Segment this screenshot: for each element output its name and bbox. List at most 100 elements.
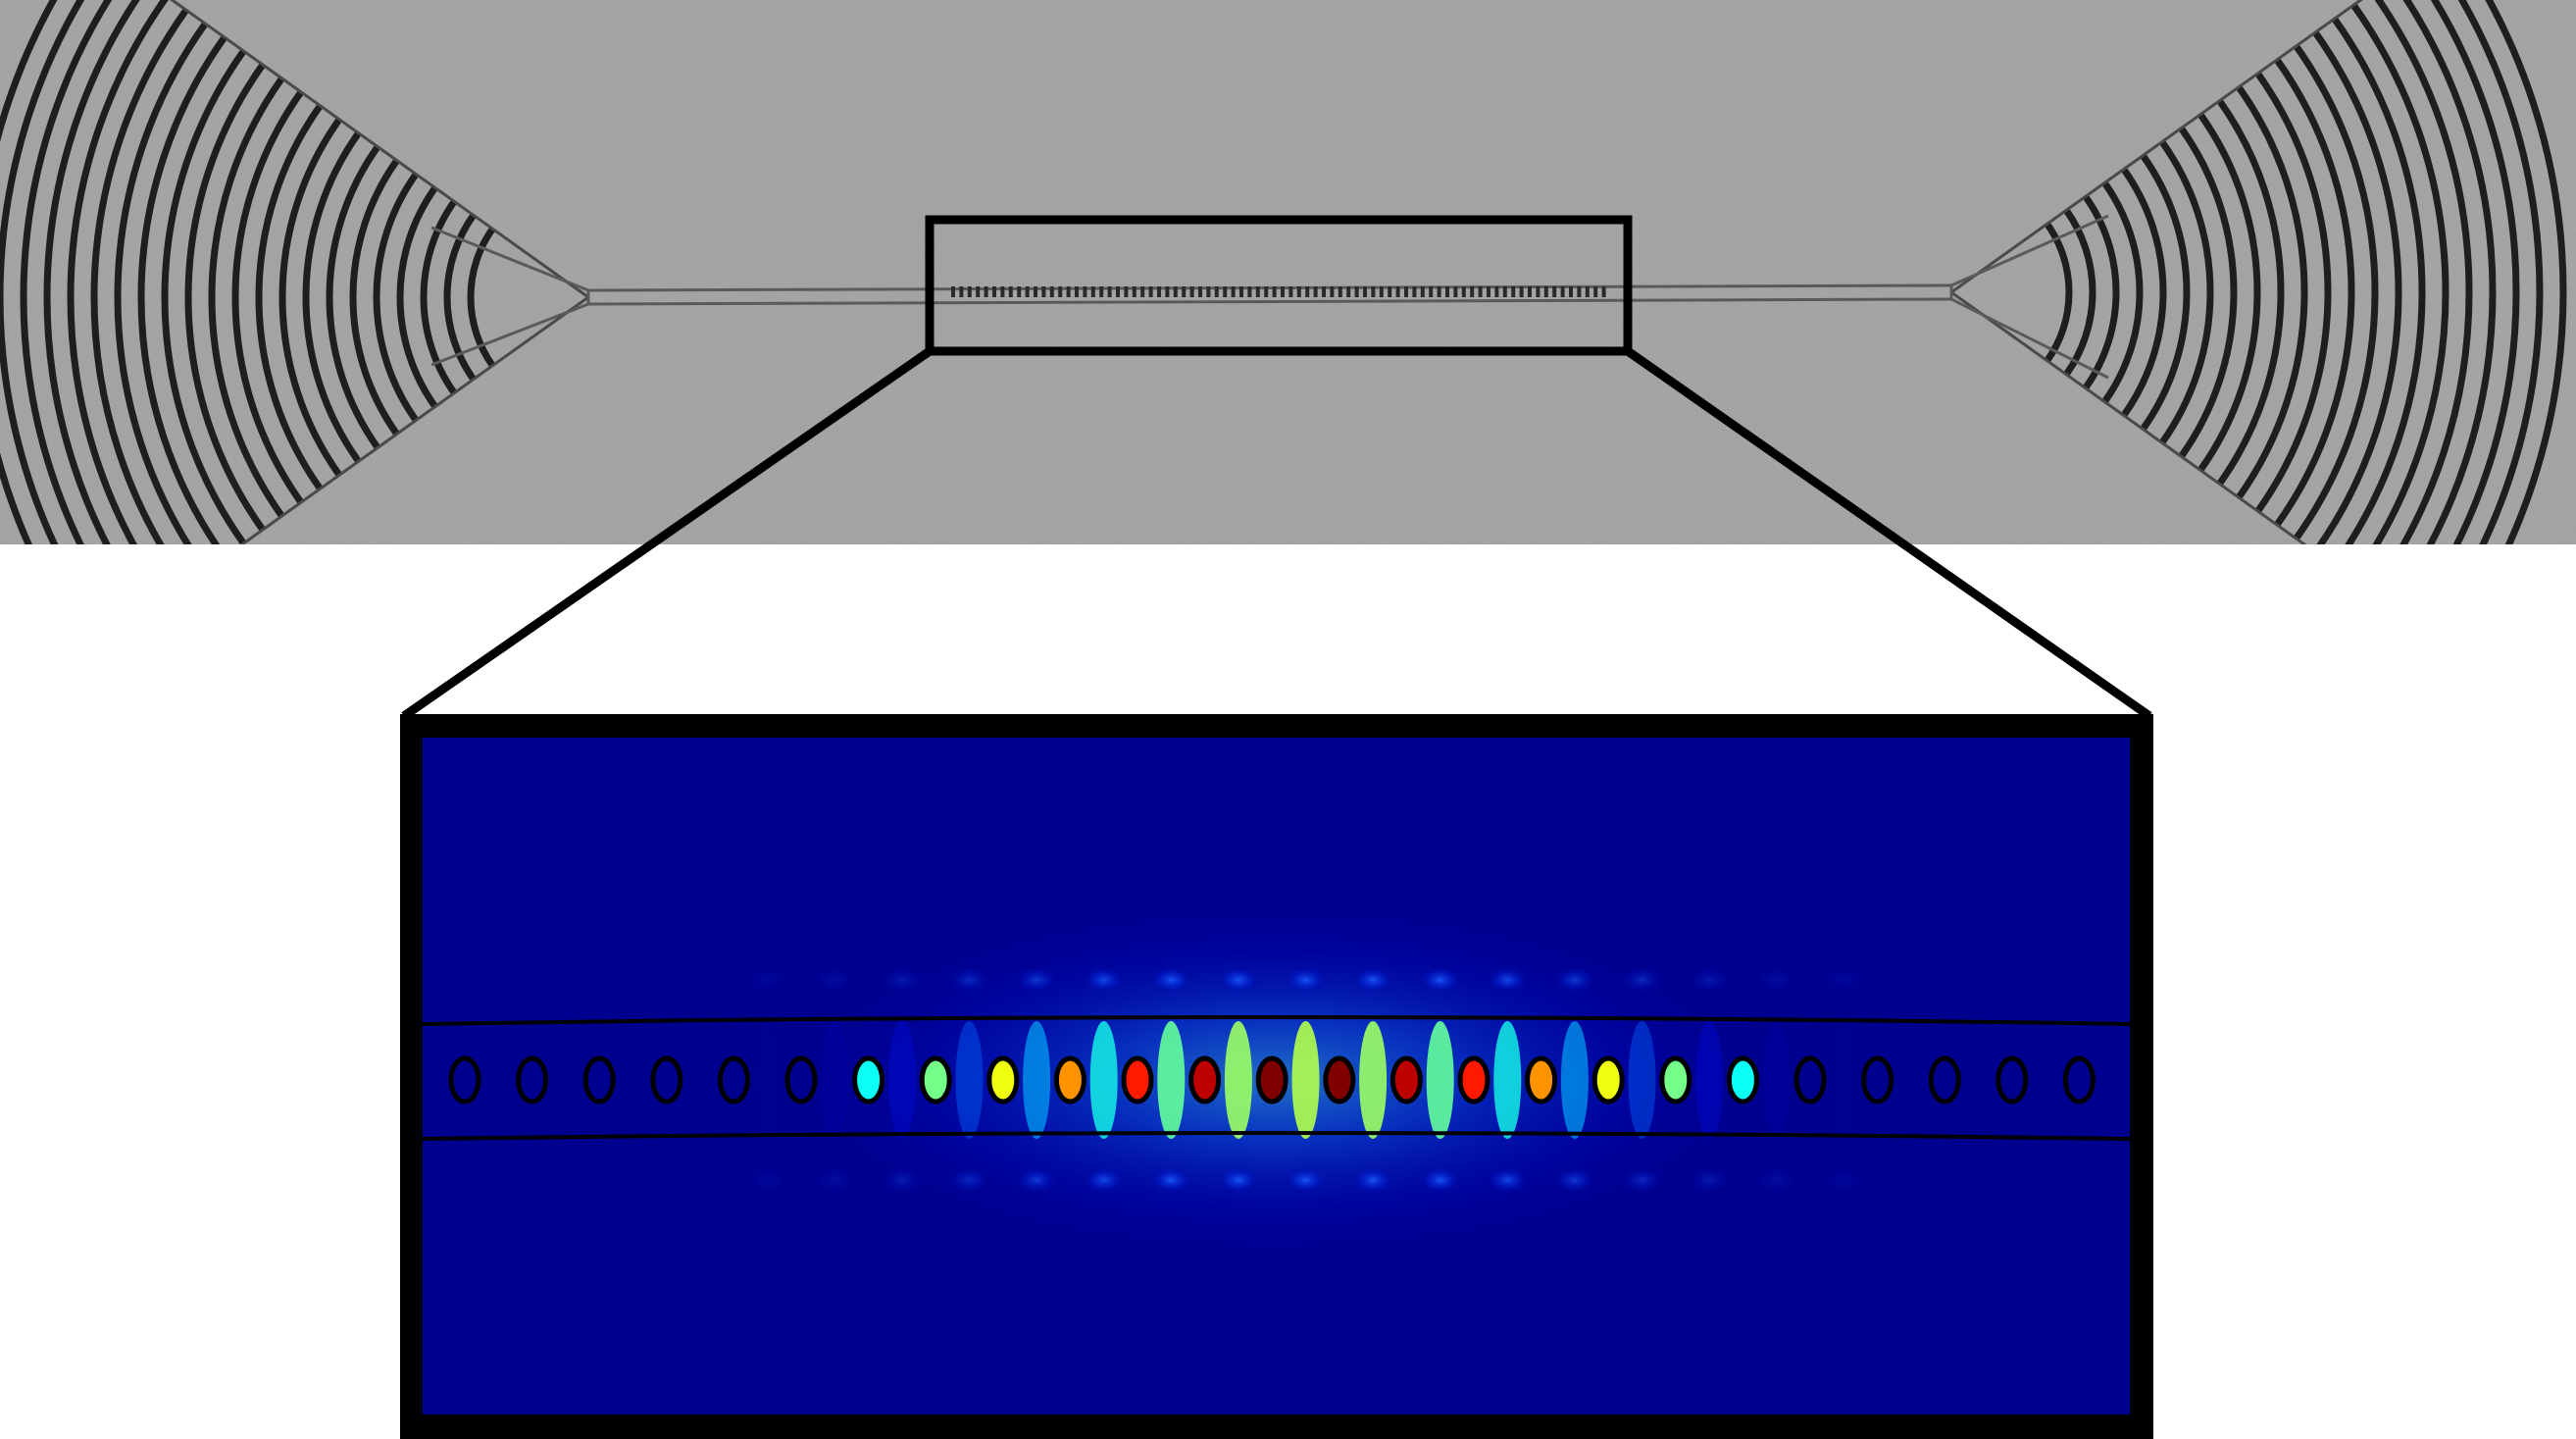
cavity-hole: [1453, 286, 1458, 297]
cavity-hole: [784, 1055, 818, 1105]
grating-ring: [255, 103, 324, 491]
grating-ring: [2457, 0, 2544, 544]
field-lobe: [1493, 1021, 1522, 1139]
cavity-hole: [1593, 286, 1598, 297]
grating-ring: [2430, 0, 2520, 544]
grating-ring: [373, 172, 420, 423]
cavity-hole: [1041, 286, 1046, 297]
field-lobe: [1359, 1021, 1388, 1139]
field-side-lobe-top: [1216, 966, 1260, 994]
cavity-hole: [1264, 286, 1269, 297]
cavity-hole: [951, 286, 955, 297]
grating-ring: [2101, 180, 2144, 404]
sem-micrograph: [0, 0, 2576, 544]
field-side-lobe-top: [1486, 966, 1530, 994]
cavity-hole: [1793, 1055, 1827, 1105]
cavity-hole: [1461, 286, 1466, 297]
field-side-lobe-bottom: [1688, 1166, 1732, 1194]
cavity-hole: [1189, 286, 1194, 297]
cavity-hole: [1281, 286, 1285, 297]
cavity-hole: [1404, 286, 1408, 297]
cavity-hole: [1445, 286, 1449, 297]
cavity-hole: [516, 1055, 549, 1105]
cavity-hole: [717, 1055, 750, 1105]
grating-ring: [467, 227, 496, 368]
field-side-lobe-bottom: [1351, 1166, 1395, 1194]
cavity-hole: [1255, 1055, 1288, 1105]
field-lobe: [1157, 1021, 1186, 1139]
cavity-hole: [1354, 286, 1359, 297]
field-lobe: [1426, 1021, 1454, 1139]
cavity-hole: [1601, 286, 1606, 297]
grating-taper-edge: [1950, 0, 2364, 544]
cavity-hole: [1058, 286, 1063, 297]
grating-ring: [161, 48, 247, 544]
cavity-hole: [986, 1055, 1020, 1105]
field-side-lobe-bottom: [1754, 1166, 1798, 1194]
field-side-lobe-top: [1418, 966, 1462, 994]
cavity-hole: [1322, 286, 1326, 297]
cavity-hole: [1726, 1055, 1759, 1105]
cavity-hole: [1066, 286, 1071, 297]
cavity-hole: [1025, 286, 1030, 297]
cavity-hole: [1338, 286, 1342, 297]
grating-ring: [302, 130, 362, 464]
cavity-hole: [1388, 286, 1392, 297]
field-lobe: [887, 1021, 916, 1139]
field-side-lobe-bottom: [745, 1166, 789, 1194]
field-side-lobe-top: [1754, 966, 1798, 994]
field-side-lobe-bottom: [880, 1166, 924, 1194]
cavity-hole: [1395, 286, 1400, 297]
cavity-hole: [959, 286, 964, 297]
cavity-hole: [976, 286, 981, 297]
cavity-hole: [1116, 286, 1120, 297]
mode-field-lobes: [745, 894, 1866, 1266]
grating-ring: [2274, 57, 2355, 528]
cavity-hole: [852, 1055, 885, 1105]
field-side-lobe-top: [1351, 966, 1395, 994]
cavity-hole: [1173, 286, 1178, 297]
field-side-lobe-top: [1284, 966, 1328, 994]
cavity-hole: [1591, 1055, 1625, 1105]
grating-ring: [208, 76, 285, 519]
cavity-hole: [1165, 286, 1170, 297]
cavity-hole: [1049, 286, 1054, 297]
field-side-lobe-top: [1688, 966, 1732, 994]
field-side-lobe-top: [1620, 966, 1664, 994]
cavity-hole: [1437, 286, 1441, 297]
grating-ring: [43, 0, 140, 544]
grating-ring: [2402, 0, 2497, 544]
cavity-hole: [1053, 1055, 1086, 1105]
cavity-hole: [1132, 286, 1136, 297]
field-lobe: [1224, 1021, 1252, 1139]
grating-ring: [90, 8, 189, 544]
cavity-hole: [1560, 286, 1565, 297]
grating-ring: [396, 185, 438, 409]
cavity-hole: [582, 1055, 616, 1105]
cavity-hole: [1255, 286, 1260, 297]
cavity-hole: [1569, 286, 1573, 297]
grating-taper-edge: [169, 0, 589, 544]
cavity-hole: [1577, 286, 1582, 297]
cavity-hole: [1412, 286, 1417, 297]
cavity-hole: [1206, 286, 1211, 297]
grating-ring: [20, 0, 113, 544]
field-side-lobe-top: [1149, 966, 1193, 994]
cavity-hole: [1305, 286, 1310, 297]
cavity-hole: [1121, 1055, 1154, 1105]
cavity-hole: [1083, 286, 1087, 297]
field-side-lobe-top: [1082, 966, 1126, 994]
cavity-hole: [1389, 1055, 1423, 1105]
grating-ring: [2350, 3, 2450, 544]
cavity-hole: [1231, 286, 1236, 297]
cavity-hole: [967, 286, 972, 297]
beam-bottom-edge: [423, 1131, 2130, 1141]
cavity-hole: [1272, 286, 1277, 297]
field-lobe: [1830, 1021, 1858, 1139]
cavity-hole: [1090, 286, 1095, 297]
cavity-hole: [1223, 286, 1228, 297]
cavity-hole: [1188, 1055, 1222, 1105]
field-side-lobe-bottom: [1486, 1166, 1530, 1194]
cavity-hole: [1214, 286, 1219, 297]
